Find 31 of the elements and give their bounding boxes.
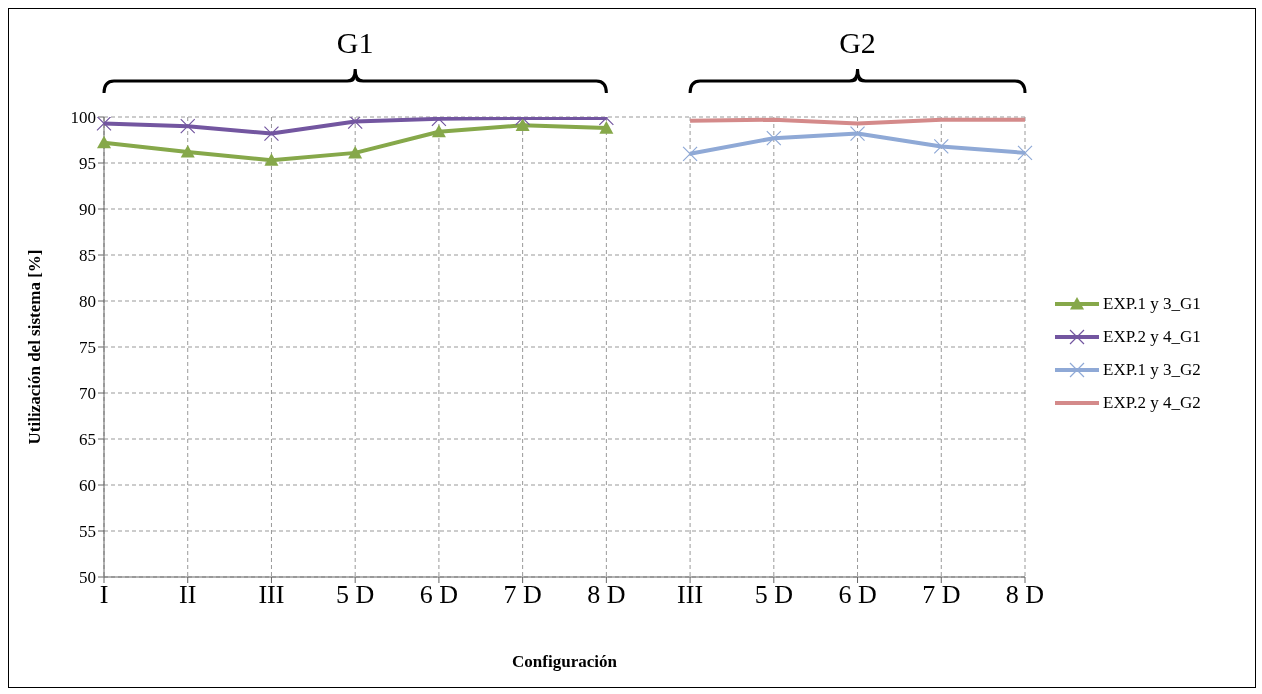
x-tick-label: III (677, 580, 704, 610)
x-axis-title: Configuración (512, 652, 618, 671)
legend-label: EXP.2 y 4_G2 (1103, 392, 1201, 413)
x-tick-label: 5 D (336, 580, 375, 610)
text: G2 (839, 26, 876, 59)
x-tick-label: 8 D (587, 580, 626, 610)
y-axis-title: Utilización del sistema [%] (25, 249, 45, 445)
x-tick-label: 7 D (922, 580, 961, 610)
y-tick-label: 50 (79, 568, 96, 588)
x-tick-label: 8 D (1005, 580, 1045, 610)
y-tick-label: 70 (79, 384, 96, 404)
text: G1 (336, 26, 374, 59)
x-tick-label: 5 D (754, 580, 793, 610)
legend-label: EXP.1 y 3_G1 (1103, 293, 1201, 314)
legend-label: EXP.1 y 3_G2 (1103, 359, 1201, 380)
y-tick-label: 100 (70, 108, 96, 128)
x-tick-label: 7 D (503, 580, 542, 610)
y-tick-label: 95 (79, 154, 96, 174)
y-tick-label: 60 (79, 476, 96, 496)
legend-label: EXP.2 y 4_G1 (1103, 326, 1201, 347)
x-tick-label: I (99, 580, 109, 610)
y-tick-label: 75 (79, 338, 96, 358)
x-tick-label: II (179, 580, 197, 610)
x-tick-label: 6 D (419, 580, 459, 610)
x-tick-label: III (258, 580, 285, 610)
y-tick-label: 80 (79, 292, 96, 312)
y-tick-label: 55 (79, 522, 96, 542)
x-tick-label: 6 D (838, 580, 877, 610)
y-tick-label: 90 (79, 200, 96, 220)
y-tick-label: 85 (79, 246, 96, 266)
y-tick-label: 65 (79, 430, 96, 450)
